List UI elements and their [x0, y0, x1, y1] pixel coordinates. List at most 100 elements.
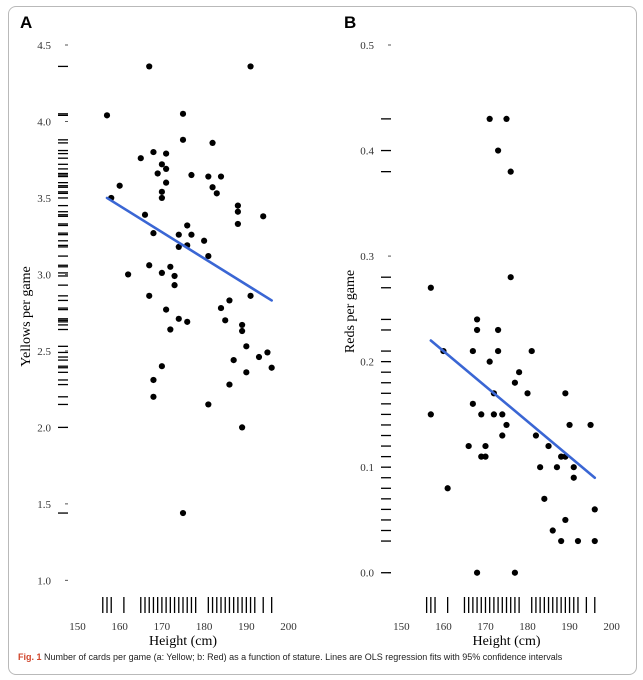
data-point [146, 262, 153, 269]
data-point [469, 400, 476, 407]
data-point [486, 358, 493, 365]
data-point [167, 326, 174, 333]
data-point [499, 432, 506, 439]
data-point [511, 569, 519, 576]
data-point [255, 353, 263, 361]
data-point [205, 401, 212, 408]
data-point [444, 485, 451, 492]
figure-caption: Fig. 1 Number of cards per game (a: Yell… [18, 652, 562, 662]
x-tick-label: 190 [238, 621, 255, 633]
data-point [243, 369, 250, 376]
y-tick-label: 0.2 [360, 357, 374, 369]
data-point [591, 537, 598, 545]
data-point [163, 165, 170, 172]
data-point [516, 369, 523, 376]
data-point [141, 211, 149, 218]
data-point [217, 173, 225, 180]
x-tick-label: 200 [603, 621, 620, 633]
y-axis-title: Yellows per game [19, 266, 34, 366]
data-point [268, 364, 275, 371]
data-point [184, 318, 191, 325]
data-point [158, 161, 165, 168]
data-point [486, 115, 493, 122]
data-point [494, 147, 502, 154]
data-point [511, 379, 519, 386]
data-point [201, 237, 208, 244]
x-tick-label: 200 [280, 621, 297, 633]
x-tick-label: 160 [111, 621, 128, 633]
data-point [230, 356, 237, 364]
data-point [465, 442, 472, 450]
data-point [427, 284, 434, 291]
caption-label: Fig. 1 [18, 652, 42, 662]
data-point [243, 343, 250, 350]
data-point [541, 495, 548, 502]
y-tick-label: 2.5 [37, 346, 51, 358]
data-point [570, 464, 577, 471]
data-point [179, 509, 187, 517]
data-point [503, 421, 510, 429]
data-point [184, 222, 191, 229]
y-tick-label: 0.4 [360, 146, 374, 158]
data-point [222, 317, 229, 324]
panel-a: A 1.0 1.5 2.0 2.5 3.0 3.5 4.0 4.5 150 160 170 180 190… [19, 13, 297, 649]
x-axis-title: Height (cm) [472, 634, 540, 649]
data-point [205, 173, 212, 180]
data-point [574, 537, 582, 545]
y-tick-label: 1.0 [37, 575, 51, 587]
data-point [264, 349, 271, 356]
caption-text: Number of cards per game (a: Yellow; b: … [44, 652, 563, 662]
data-point [163, 150, 170, 157]
panel-letter-b: B [344, 13, 356, 32]
data-point [234, 220, 241, 228]
data-point [507, 274, 514, 281]
data-point [163, 179, 170, 186]
x-tick-label: 180 [196, 621, 213, 633]
x-tick-label: 170 [154, 621, 171, 633]
data-point [260, 213, 267, 220]
data-point [209, 139, 216, 146]
data-point [188, 171, 195, 179]
data-point [150, 230, 157, 237]
data-point [146, 292, 153, 299]
data-point [188, 231, 195, 238]
x-tick-label: 160 [435, 621, 452, 633]
y-tick-label: 0.1 [360, 462, 374, 474]
data-point [427, 411, 434, 418]
data-point [566, 421, 573, 429]
data-point [524, 390, 531, 397]
data-point [553, 464, 561, 471]
data-point [239, 424, 246, 431]
data-point [247, 63, 254, 70]
data-point [175, 315, 182, 322]
data-point [473, 326, 481, 334]
data-point [562, 516, 569, 524]
data-point [549, 527, 556, 534]
data-point [537, 464, 544, 471]
x-tick-label: 150 [69, 621, 86, 633]
data-point [158, 269, 165, 277]
data-point [482, 453, 489, 460]
data-point [171, 272, 178, 280]
data-point [167, 263, 174, 270]
x-axis-title: Height (cm) [149, 634, 217, 649]
data-point [209, 184, 216, 191]
data-point [499, 411, 506, 418]
data-point [528, 347, 535, 355]
data-point [163, 306, 170, 313]
fit-line [429, 339, 597, 480]
data-point [154, 170, 161, 177]
data-point [137, 155, 144, 162]
data-point [482, 442, 489, 450]
data-point [213, 190, 220, 197]
x-tick-label: 190 [561, 621, 578, 633]
x-tick-label: 170 [477, 621, 494, 633]
data-point [150, 393, 157, 400]
y-tick-label: 4.0 [37, 116, 51, 128]
figure-frame [8, 6, 637, 675]
data-point [150, 148, 157, 156]
data-point [478, 411, 485, 418]
data-point [494, 326, 502, 334]
data-point [234, 208, 241, 215]
